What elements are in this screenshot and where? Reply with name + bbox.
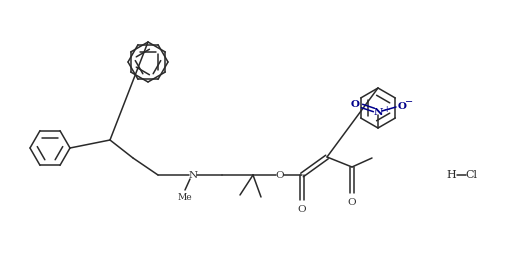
Text: Me: Me [178,192,192,202]
Text: O: O [348,198,357,206]
Text: −: − [405,97,413,107]
Text: Cl: Cl [465,170,477,180]
Text: O: O [276,171,284,179]
Text: O: O [298,205,307,213]
Text: N: N [188,171,198,179]
Text: O: O [350,100,360,108]
Text: O: O [397,101,407,110]
Text: H: H [446,170,456,180]
Text: N: N [373,107,383,116]
Text: +: + [383,105,390,114]
